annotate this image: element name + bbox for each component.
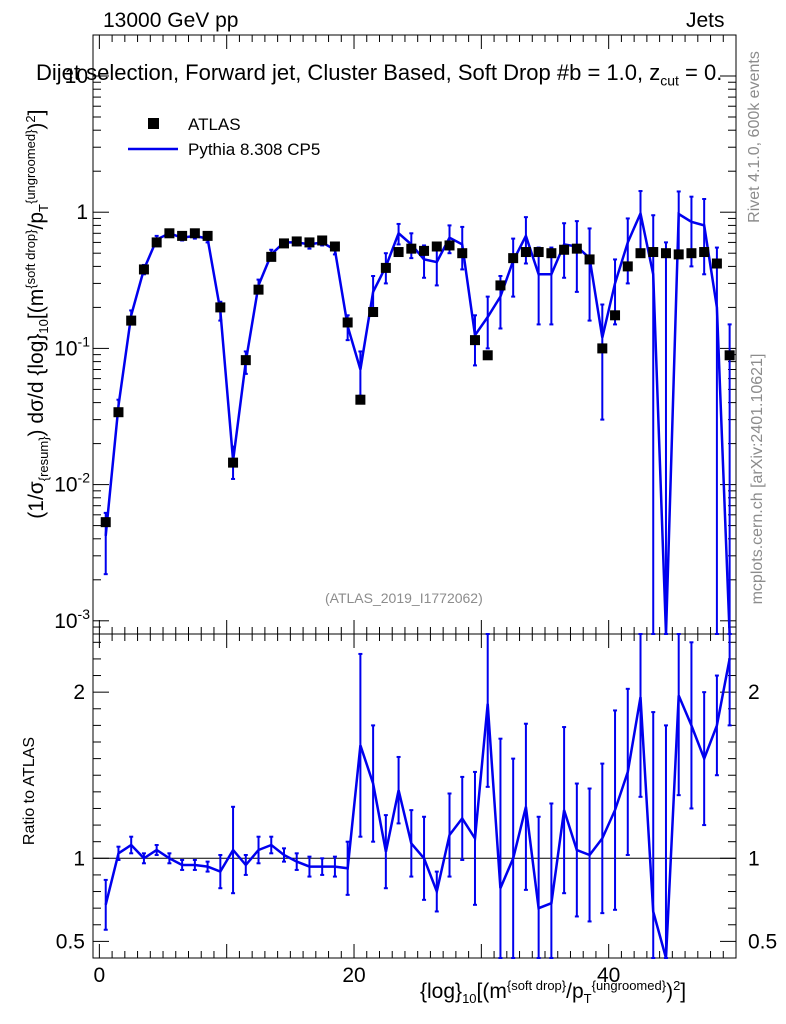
analysis-watermark: (ATLAS_2019_I1772062) bbox=[325, 590, 483, 606]
atlas-data-point bbox=[215, 302, 226, 313]
atlas-data-point bbox=[266, 251, 277, 262]
plot-title-sub: cut bbox=[660, 72, 679, 89]
plot-title-tail: = 0. bbox=[678, 60, 723, 85]
atlas-data-point bbox=[342, 317, 353, 328]
atlas-data-point bbox=[100, 517, 111, 528]
atlas-data-point bbox=[673, 249, 684, 260]
y-tick-label: 10-1 bbox=[54, 333, 90, 360]
mc-line bbox=[104, 209, 731, 635]
x-tick-label: 0 bbox=[94, 964, 106, 987]
atlas-data-point bbox=[380, 262, 391, 273]
ratio-y-tick-label-right: 1 bbox=[748, 847, 760, 870]
ratio-y-tick-label-right: 0.5 bbox=[748, 930, 777, 953]
atlas-data-point bbox=[584, 254, 595, 265]
plot-title: Dijet selection, Forward jet, Cluster Ba… bbox=[36, 60, 722, 88]
ratio-line bbox=[104, 658, 731, 959]
atlas-data-point bbox=[520, 247, 531, 258]
atlas-data-point bbox=[304, 237, 315, 248]
atlas-data-point bbox=[393, 247, 404, 258]
atlas-data-point bbox=[189, 228, 200, 239]
atlas-data-point bbox=[444, 240, 455, 251]
atlas-data-point bbox=[202, 230, 213, 241]
rivet-watermark: Rivet 4.1.0, 600k events bbox=[746, 51, 763, 223]
atlas-data-point bbox=[368, 307, 379, 318]
atlas-data-point bbox=[253, 284, 264, 295]
atlas-data-point bbox=[164, 228, 175, 239]
atlas-data-point bbox=[355, 394, 366, 405]
atlas-data-point bbox=[113, 407, 124, 418]
atlas-data-point bbox=[635, 248, 646, 259]
y-tick-label: 10-2 bbox=[54, 470, 90, 497]
atlas-data-point bbox=[660, 248, 671, 259]
atlas-data-point bbox=[571, 243, 582, 254]
atlas-data-point bbox=[546, 248, 557, 259]
y-tick-label: 1 bbox=[76, 201, 88, 224]
plot-title-eq: = 1.0, z bbox=[581, 60, 661, 85]
ratio-y-tick-label: 0.5 bbox=[56, 930, 85, 953]
mcplots-watermark: mcplots.cern.ch [arXiv:2401.10621] bbox=[749, 353, 766, 605]
plot-title-main: Dijet selection, Forward jet, Cluster Ba… bbox=[36, 60, 582, 85]
collision-label: 13000 GeV pp bbox=[103, 9, 239, 32]
atlas-data-point bbox=[724, 350, 735, 361]
atlas-data-point bbox=[622, 261, 633, 272]
ratio-y-tick-label: 2 bbox=[73, 681, 85, 704]
atlas-data-point bbox=[610, 310, 621, 321]
ratio-y-tick-label-right: 2 bbox=[748, 681, 760, 704]
atlas-data-point bbox=[240, 355, 251, 366]
ratio-plot-marks bbox=[103, 633, 732, 959]
atlas-data-point bbox=[291, 236, 302, 247]
atlas-data-point bbox=[469, 335, 480, 346]
atlas-data-point bbox=[457, 248, 468, 259]
x-axis-label: {log}10[(m{soft drop}/pT{ungroomed})2] bbox=[420, 978, 687, 1007]
atlas-data-point bbox=[648, 247, 659, 258]
atlas-data-point bbox=[482, 350, 493, 361]
atlas-data-point bbox=[508, 253, 519, 264]
atlas-data-point bbox=[329, 241, 340, 252]
atlas-data-point bbox=[228, 457, 239, 468]
legend-pythia-label: Pythia 8.308 CP5 bbox=[188, 140, 320, 159]
ratio-plot-frame: 0 20 40 0.5 0.5 1 1 2 2 bbox=[56, 633, 777, 987]
atlas-data-point bbox=[495, 280, 506, 291]
y-tick-label: 10-3 bbox=[54, 606, 90, 633]
atlas-data-point bbox=[406, 243, 417, 254]
atlas-data-point bbox=[317, 235, 328, 246]
atlas-data-point bbox=[597, 343, 608, 354]
legend: ATLAS Pythia 8.308 CP5 bbox=[128, 115, 320, 159]
ratio-frame-box bbox=[92, 633, 737, 959]
atlas-data-point bbox=[559, 244, 570, 255]
atlas-data-point bbox=[177, 230, 188, 241]
x-tick-label: 20 bbox=[342, 964, 365, 987]
atlas-data-point bbox=[686, 248, 697, 259]
ratio-y-tick-label: 1 bbox=[73, 847, 85, 870]
y-axis-label: (1/σ{resum}) dσ/d {log}10[(m{soft drop}/… bbox=[22, 109, 52, 519]
atlas-data-point bbox=[699, 247, 710, 258]
process-label: Jets bbox=[686, 9, 725, 32]
atlas-data-point bbox=[711, 258, 722, 269]
atlas-data-point bbox=[431, 241, 442, 252]
atlas-data-point bbox=[419, 245, 430, 256]
main-plot-marks bbox=[100, 190, 735, 635]
legend-atlas-marker bbox=[148, 118, 159, 129]
atlas-data-point bbox=[278, 238, 289, 249]
atlas-data-point bbox=[126, 315, 137, 326]
legend-atlas-label: ATLAS bbox=[188, 115, 241, 134]
x-tick-label: 40 bbox=[597, 964, 620, 987]
y-tick-label: 10 bbox=[65, 65, 88, 88]
atlas-data-point bbox=[533, 247, 544, 258]
atlas-data-point bbox=[151, 237, 162, 248]
atlas-data-point bbox=[138, 264, 149, 275]
ratio-y-label: Ratio to ATLAS bbox=[21, 736, 38, 846]
